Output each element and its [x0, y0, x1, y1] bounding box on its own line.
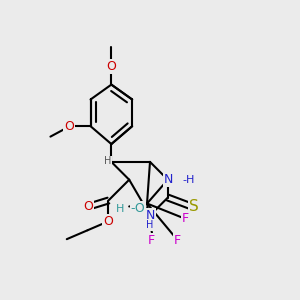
Text: S: S — [189, 199, 199, 214]
Text: O: O — [106, 60, 116, 73]
Text: N: N — [164, 173, 173, 186]
Text: F: F — [174, 234, 181, 247]
Text: F: F — [182, 212, 189, 226]
Text: F: F — [148, 234, 155, 247]
Text: -H: -H — [183, 175, 195, 185]
Text: O: O — [103, 215, 113, 228]
Text: N: N — [145, 209, 155, 223]
Text: -O: -O — [131, 202, 146, 215]
Text: H: H — [116, 204, 124, 214]
Text: H: H — [146, 220, 154, 230]
Text: H: H — [104, 156, 112, 166]
Text: O: O — [83, 200, 93, 213]
Text: O: O — [64, 120, 74, 133]
